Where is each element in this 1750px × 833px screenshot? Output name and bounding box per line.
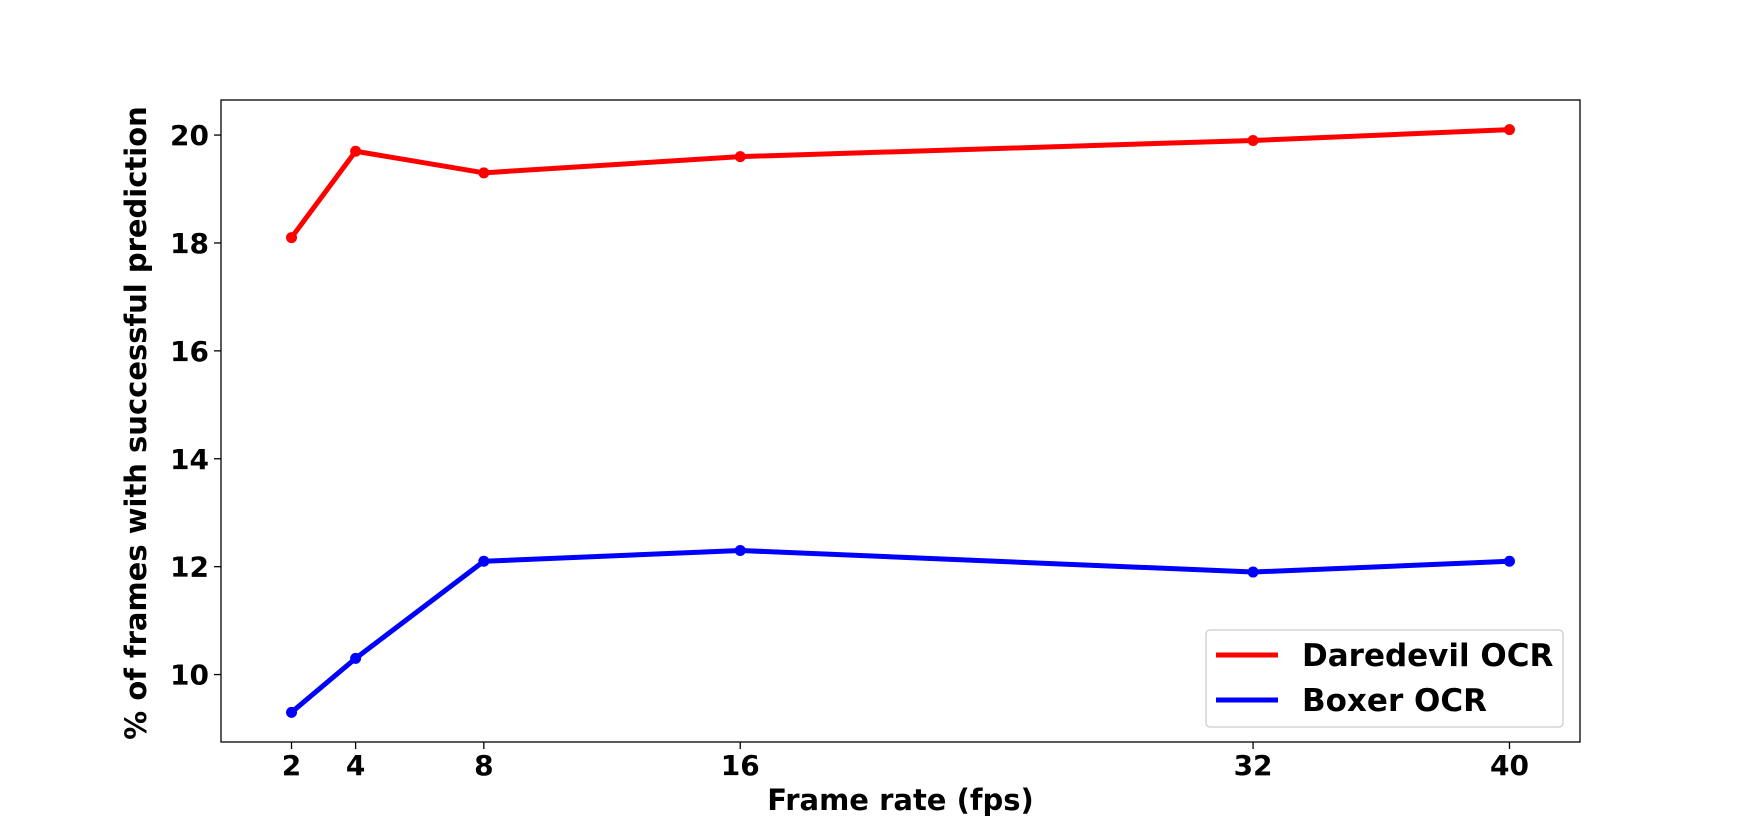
data-point <box>286 706 298 718</box>
data-point <box>1247 134 1259 146</box>
y-axis-title: % of frames with successful prediction <box>119 106 153 740</box>
series-line-1 <box>289 127 1512 241</box>
y-tick-label: 18 <box>170 227 209 260</box>
data-point <box>478 167 490 179</box>
legend-label: Boxer OCR <box>1302 683 1487 719</box>
legend-box <box>1205 629 1564 728</box>
x-tick-label: 8 <box>474 749 493 782</box>
legend-label: Daredevil OCR <box>1302 638 1554 674</box>
plot-frame <box>220 99 1581 743</box>
data-point <box>1503 124 1515 136</box>
y-tick-label: 12 <box>170 551 209 584</box>
data-point <box>350 652 362 664</box>
data-point <box>734 544 746 556</box>
y-tick-label: 10 <box>170 659 209 692</box>
x-tick-label: 4 <box>346 749 365 782</box>
axes-layer: 2 4 8 16 32 40 10 12 14 16 18 20 <box>170 119 1529 782</box>
x-axis-title: Frame rate (fps) <box>767 783 1033 817</box>
plot-layer <box>286 124 1515 718</box>
series-line-2 <box>289 547 1512 715</box>
x-tick-label: 16 <box>721 749 760 782</box>
x-tick-label: 2 <box>282 749 301 782</box>
y-tick-label: 14 <box>170 443 209 476</box>
data-point <box>478 555 490 567</box>
y-tick-label: 20 <box>170 119 209 152</box>
data-point <box>286 232 298 244</box>
y-tick-label: 16 <box>170 335 209 368</box>
data-point <box>1247 566 1259 578</box>
data-point <box>1503 555 1515 567</box>
x-tick-label: 40 <box>1490 749 1529 782</box>
legend: Daredevil OCR Boxer OCR <box>1205 629 1564 728</box>
data-point <box>734 151 746 163</box>
x-tick-label: 32 <box>1234 749 1273 782</box>
data-point <box>350 145 362 157</box>
